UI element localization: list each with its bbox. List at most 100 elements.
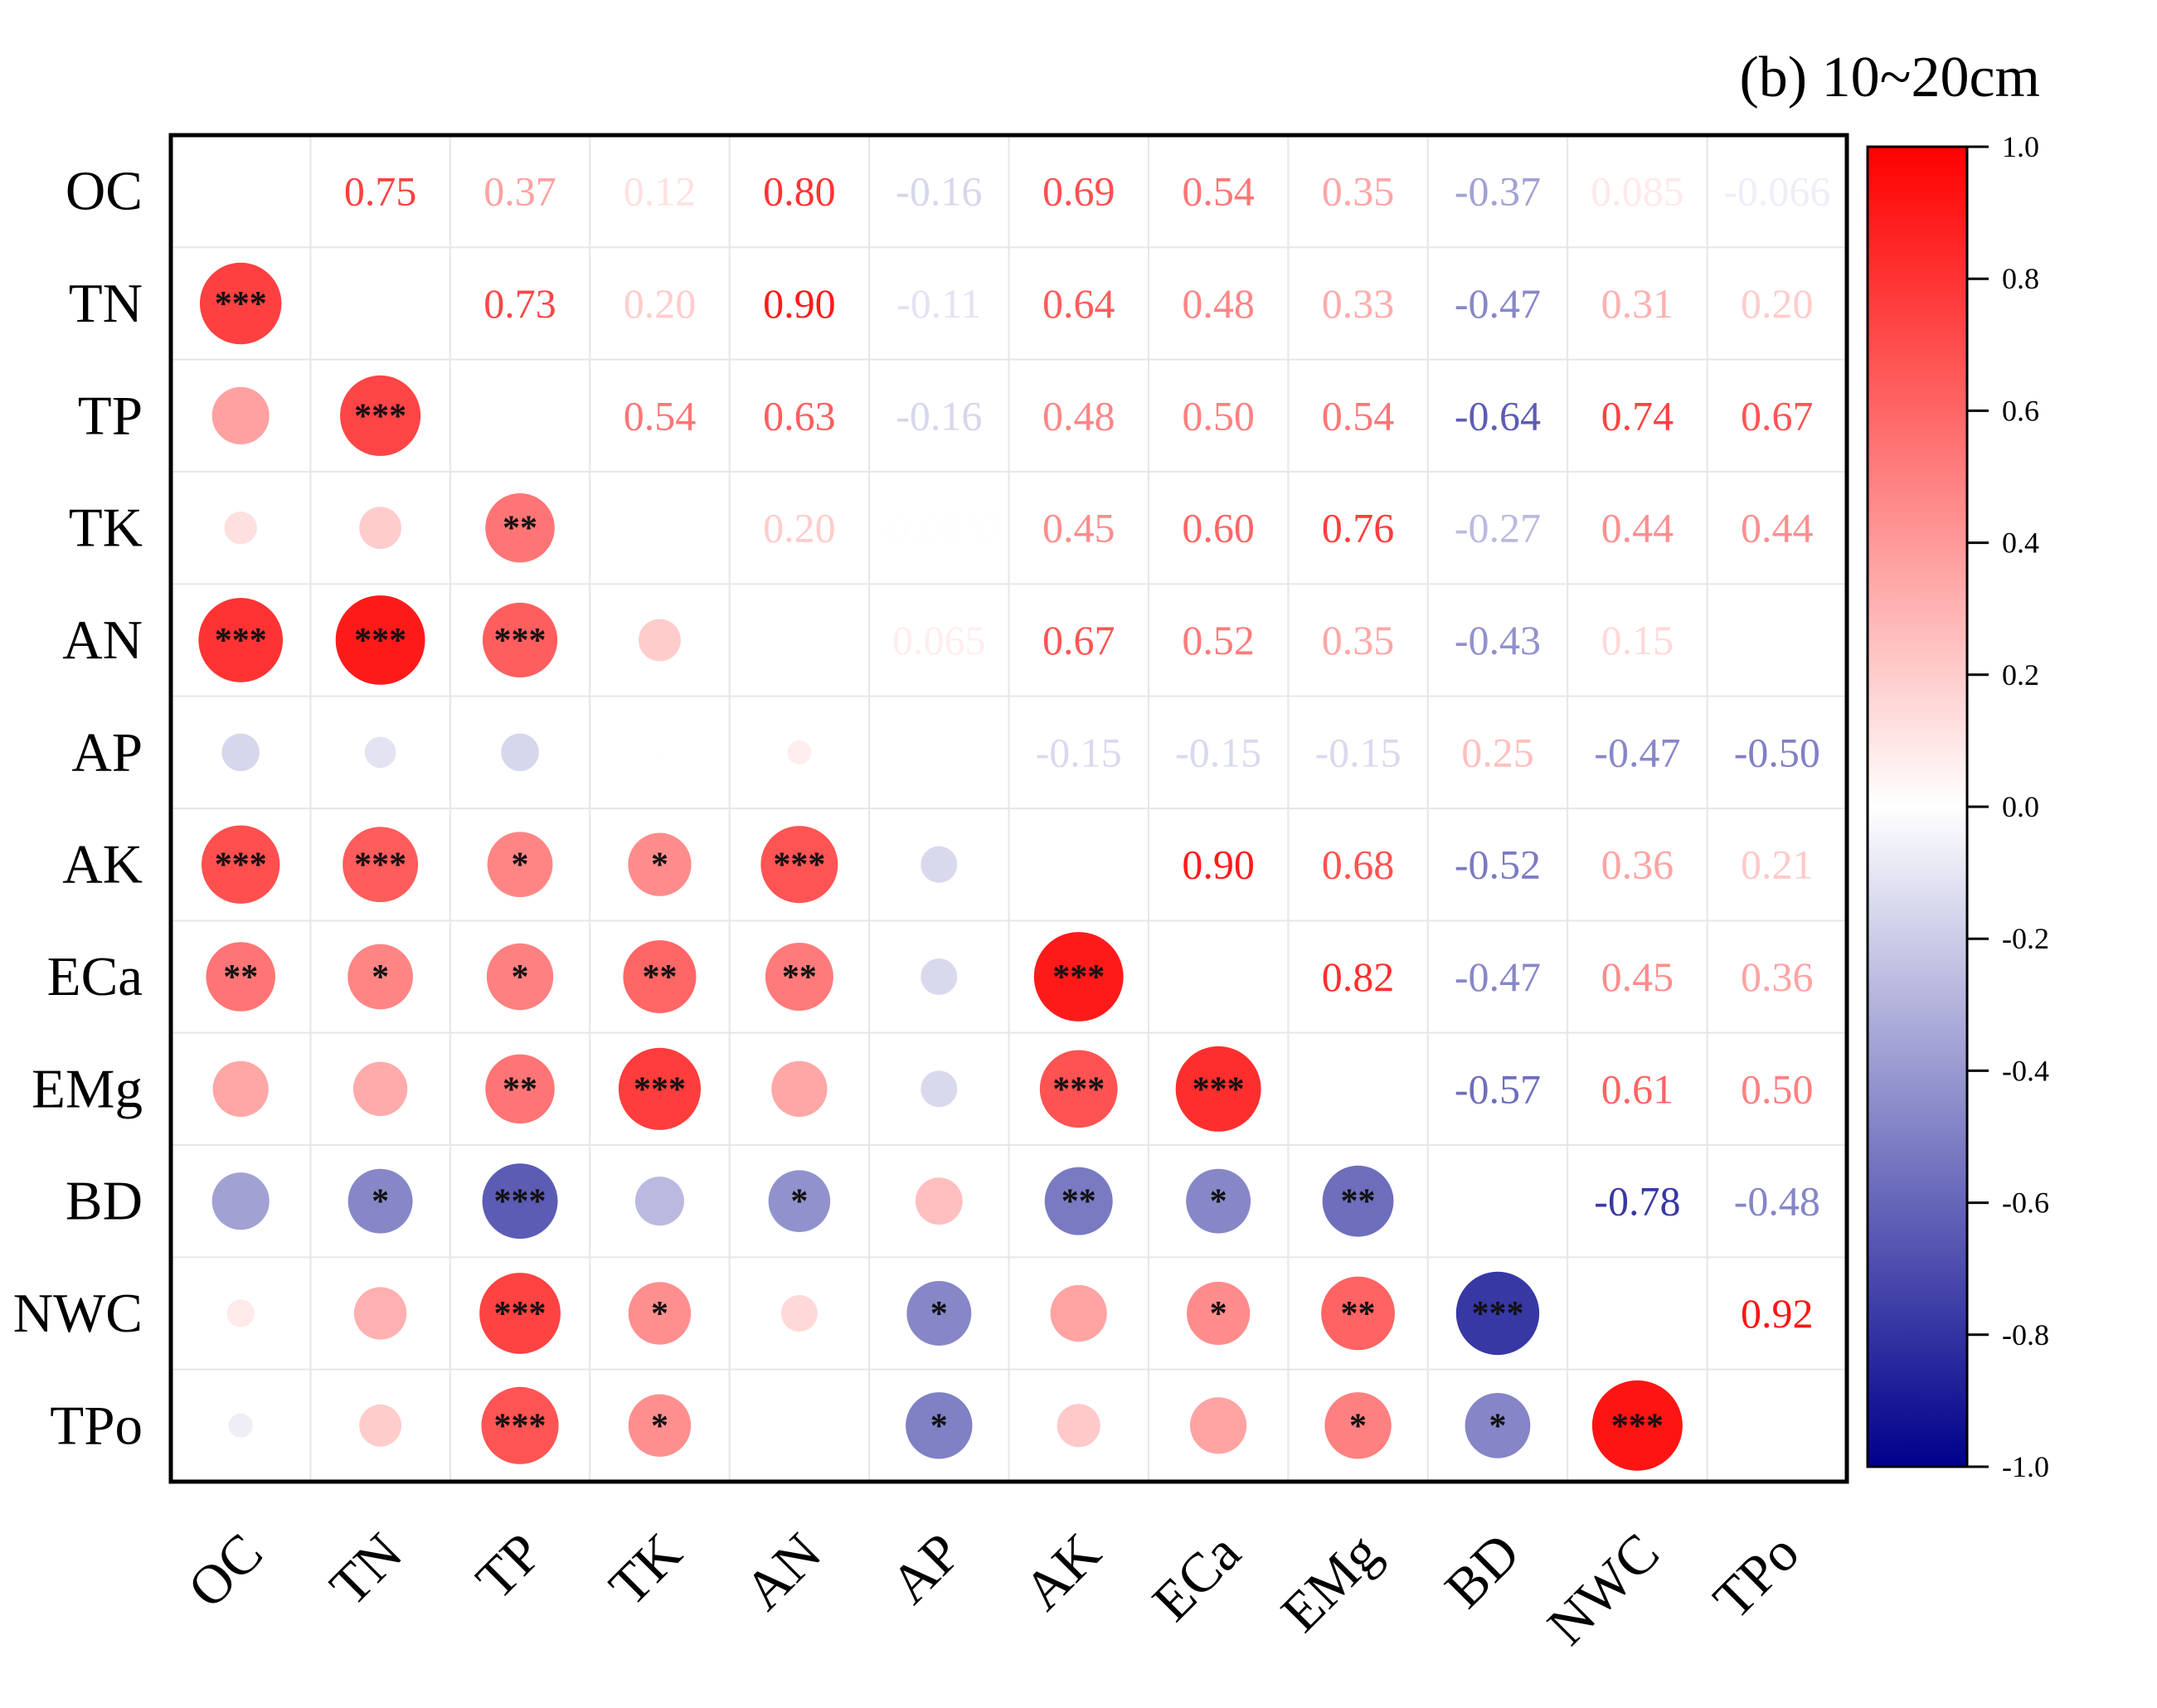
significance-stars-AK-OC: ***: [215, 847, 267, 885]
coefficient-label-OC-EMg: 0.35: [1322, 168, 1395, 215]
coefficient-label-TP-TPo: 0.67: [1741, 392, 1814, 439]
coefficient-label-AP-BD: 0.25: [1461, 729, 1534, 775]
correlation-circle-AK-TK: [628, 832, 692, 896]
coefficient-label-OC-BD: -0.37: [1455, 168, 1541, 215]
significance-stars-NWC-TK: *: [651, 1295, 668, 1333]
significance-stars-ECa-OC: **: [223, 958, 258, 997]
column-label-TP: TP: [464, 1521, 554, 1611]
correlation-circle-NWC-ECa: [1186, 1281, 1251, 1346]
significance-stars-ECa-AK: ***: [1052, 958, 1105, 997]
significance-stars-TP-TN: ***: [354, 397, 406, 435]
row-label-OC: OC: [66, 161, 143, 222]
significance-stars-EMg-TK: ***: [634, 1070, 686, 1109]
significance-stars-BD-AK: **: [1061, 1183, 1096, 1221]
correlation-circle-ECa-TK: [623, 939, 697, 1014]
correlation-circle-AN-TK: [639, 619, 681, 662]
matrix-grid: [171, 135, 1847, 1482]
correlation-circle-TPo-EMg: [1324, 1392, 1392, 1459]
correlation-circle-TPo-OC: [228, 1413, 253, 1438]
coefficient-label-BD-NWC: -0.78: [1594, 1178, 1680, 1225]
correlation-circle-ECa-OC: [206, 942, 275, 1012]
column-label-AP: AP: [879, 1521, 973, 1615]
column-label-TPo: TPo: [1702, 1521, 1810, 1630]
correlation-circle-BD-OC: [211, 1172, 270, 1230]
coefficient-label-ECa-NWC: 0.45: [1601, 953, 1674, 1000]
correlation-circle-TPo-ECa: [1190, 1397, 1247, 1454]
column-label-AN: AN: [733, 1521, 833, 1622]
correlation-circle-TN-OC: [199, 262, 282, 345]
significance-stars-BD-ECa: *: [1210, 1183, 1227, 1221]
significance-stars-ECa-AN: **: [782, 958, 817, 997]
coefficient-label-OC-AK: 0.69: [1042, 168, 1115, 215]
correlation-circle-EMg-TN: [352, 1061, 408, 1116]
coefficient-label-AP-NWC: -0.47: [1594, 729, 1680, 775]
colorbar-tick-label: -0.4: [2002, 1054, 2049, 1087]
significance-stars-AK-AN: ***: [773, 847, 825, 885]
coefficient-label-TP-NWC: 0.74: [1601, 392, 1674, 439]
row-label-EMg: EMg: [32, 1058, 143, 1119]
coefficient-label-OC-TPo: -0.066: [1723, 168, 1830, 215]
coefficient-label-TK-ECa: 0.60: [1182, 505, 1255, 551]
column-label-TN: TN: [318, 1521, 414, 1617]
coefficient-label-TK-AP: -0.0037: [875, 505, 1003, 551]
correlation-circle-TPo-BD: [1465, 1392, 1531, 1458]
chart-title: (b) 10~20cm: [1739, 46, 2040, 109]
correlation-circle-EMg-TP: [485, 1054, 555, 1124]
coefficient-label-TP-AN: 0.63: [763, 392, 836, 439]
significance-stars-TK-TP: **: [503, 510, 537, 548]
column-labels: OC TN TP TK AN AP AK ECa EMg BD NWC TPo: [177, 1521, 1811, 1657]
significance-stars-EMg-AK: ***: [1052, 1070, 1105, 1109]
coefficient-label-AK-NWC: 0.36: [1601, 842, 1674, 888]
coefficient-label-TN-AK: 0.64: [1042, 280, 1115, 327]
coefficient-label-AK-BD: -0.52: [1455, 842, 1541, 888]
row-label-NWC: NWC: [13, 1283, 143, 1344]
significance-stars-NWC-AP: *: [930, 1295, 948, 1333]
correlation-circle-AK-AP: [921, 846, 958, 883]
row-label-BD: BD: [66, 1171, 143, 1232]
correlation-circle-TPo-TN: [359, 1404, 402, 1447]
correlation-circle-BD-AK: [1044, 1167, 1113, 1235]
coefficient-label-AK-ECa: 0.90: [1182, 842, 1255, 888]
row-label-TN: TN: [69, 273, 143, 334]
correlation-circle-TPo-AK: [1057, 1404, 1100, 1448]
row-label-AN: AN: [62, 609, 143, 671]
colorbar-tick-label: -0.6: [2002, 1186, 2049, 1220]
coefficient-label-TK-AK: 0.45: [1042, 505, 1115, 551]
coefficient-label-AN-BD: -0.43: [1455, 617, 1541, 663]
coefficient-label-TN-AN: 0.90: [763, 280, 836, 327]
coefficient-label-TK-BD: -0.27: [1455, 505, 1541, 551]
coefficient-label-AN-AK: 0.67: [1042, 617, 1115, 663]
correlation-circle-TPo-TK: [628, 1394, 692, 1458]
coefficient-label-EMg-TPo: 0.50: [1741, 1065, 1814, 1112]
row-label-TK: TK: [69, 497, 143, 559]
coefficient-label-TN-EMg: 0.33: [1322, 280, 1395, 327]
correlation-circle-TP-TN: [340, 375, 421, 456]
coefficient-label-OC-TK: 0.12: [624, 168, 697, 215]
coefficient-label-BD-TPo: -0.48: [1734, 1178, 1820, 1225]
correlation-circle-NWC-TN: [353, 1287, 407, 1340]
correlation-circle-NWC-TP: [479, 1273, 561, 1354]
coefficient-label-AK-EMg: 0.68: [1322, 842, 1395, 888]
correlation-circle-BD-TN: [347, 1168, 413, 1234]
colorbar-tick-label: -1.0: [2002, 1450, 2049, 1483]
correlation-circle-EMg-TK: [618, 1047, 702, 1130]
row-labels: OC TN TP TK AN AP AK ECa EMg BD NWC TPo: [13, 161, 143, 1457]
coefficient-label-TN-AP: -0.11: [896, 280, 981, 327]
significance-stars-NWC-TP: ***: [494, 1295, 547, 1333]
significance-stars-EMg-ECa: ***: [1193, 1070, 1245, 1109]
row-label-TPo: TPo: [50, 1395, 143, 1456]
significance-stars-AK-TP: *: [512, 847, 529, 885]
colorbar-tick-label: -0.2: [2002, 922, 2049, 955]
coefficient-label-AP-AK: -0.15: [1036, 729, 1122, 775]
significance-stars-AN-TN: ***: [354, 622, 406, 660]
column-label-BD: BD: [1433, 1521, 1531, 1619]
coefficient-label-TN-TP: 0.73: [483, 280, 556, 327]
correlation-circle-AK-TN: [342, 827, 419, 903]
correlation-circle-BD-AP: [915, 1177, 963, 1225]
correlation-circle-AK-OC: [201, 825, 280, 904]
significance-stars-NWC-EMg: **: [1341, 1295, 1376, 1333]
coefficient-label-NWC-TPo: 0.92: [1741, 1290, 1814, 1337]
column-label-NWC: NWC: [1536, 1521, 1671, 1657]
coefficient-label-TK-NWC: 0.44: [1601, 505, 1674, 551]
correlation-circle-AP-OC: [221, 733, 260, 772]
